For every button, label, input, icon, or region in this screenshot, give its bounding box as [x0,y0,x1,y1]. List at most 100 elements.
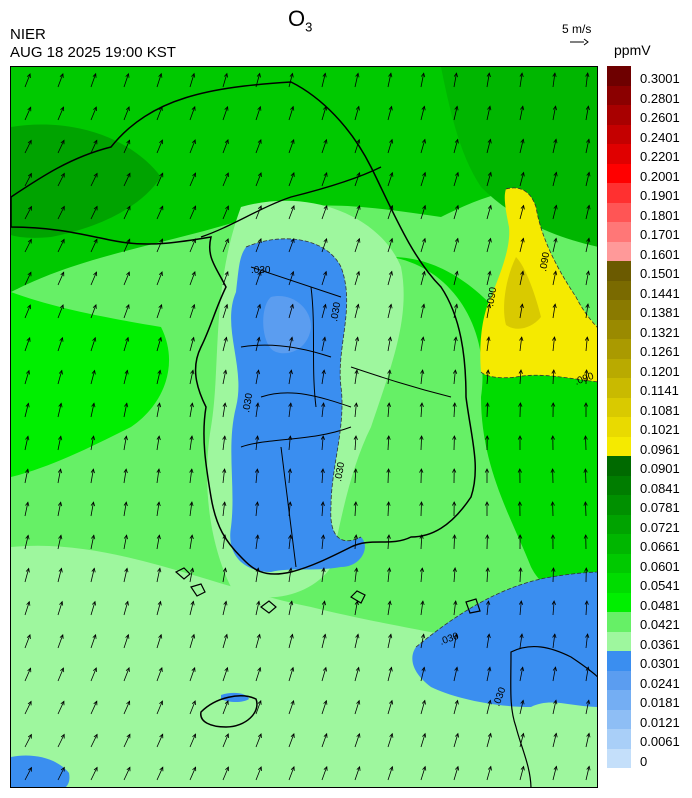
wind-arrow [222,205,229,220]
wind-arrow-head [487,138,492,144]
legend-swatch [607,66,631,86]
wind-arrow [288,370,292,385]
legend-label: 0.0841 [640,480,680,496]
wind-arrow [156,337,162,352]
wind-arrow [255,502,258,517]
wind-arrow [519,172,524,187]
wind-arrow-head [519,303,524,309]
wind-arrow-head [353,468,358,473]
east-sea-yellow-zone [480,188,597,382]
wind-arrow-head [90,435,96,441]
wind-arrow-head [485,435,490,440]
wind-arrow [189,271,196,286]
wind-arrow [354,435,357,451]
wind-arrow [123,337,129,352]
wind-arrow [156,73,162,88]
wind-arrow-head [157,336,162,342]
wind-arrow [519,766,524,781]
wind-arrow-head [553,237,558,243]
wind-arrow [156,634,162,649]
wind-arrow-head [552,303,557,309]
wind-arrow-head [322,72,327,78]
wind-arrow-head [26,634,31,639]
wind-arrow [222,700,229,715]
legend-label: 0.0721 [640,519,680,535]
wind-arrow [321,172,328,187]
wind-arrow [387,733,393,748]
wind-arrow-head [254,468,260,473]
wind-arrow [57,469,61,484]
wind-arrow [255,271,261,286]
wind-arrow [288,502,291,517]
wind-arrow-head [290,138,295,144]
wind-arrow-head [256,336,261,342]
legend-swatch [607,514,631,534]
wind-arrow [420,73,425,88]
wind-arrow-head [584,567,589,572]
west-sea-green [11,292,170,477]
wind-arrow-head [387,369,392,375]
wind-arrow-head [486,600,491,606]
wind-arrow-head [290,699,295,705]
wind-arrow [24,403,29,418]
wind-arrow-head [518,567,523,572]
wind-arrow [387,304,392,319]
wind-arrow [189,733,196,748]
legend-swatch [607,144,631,164]
wind-arrow [222,73,228,88]
legend-swatch [607,573,631,593]
wind-arrow-head [255,567,260,573]
wind-arrow-head [453,72,458,78]
wind-arrow-head [321,600,326,606]
wind-arrow [222,469,225,484]
wind-arrow-head [321,402,326,408]
wind-arrow-head [322,336,327,342]
wind-arrow-head [518,369,523,374]
wind-arrow-head [225,205,229,211]
wind-arrow-head [59,304,64,310]
wind-arrow [288,172,295,187]
wind-arrow-head [323,732,328,738]
wind-arrow-head [584,336,590,341]
wind-reference-label: 5 m/s [562,22,592,36]
wind-arrow [387,403,390,418]
wind-arrow [519,634,523,649]
wind-reference-arrow-icon [570,38,589,46]
wind-arrow-head [222,435,227,441]
wind-arrow [321,733,328,748]
wind-arrow-head [290,105,295,111]
wind-arrow-head [552,72,557,78]
wind-arrow-head [191,271,196,276]
province-borders [240,266,452,568]
wind-arrow-head [452,534,457,539]
wind-arrow-head [159,700,163,706]
wind-arrow [24,206,32,220]
wind-arrow [552,106,556,121]
wind-arrow [255,106,261,121]
contour-label-1: .090 [538,251,552,273]
wind-arrow-head [257,238,262,243]
wind-arrow [255,700,262,715]
wind-arrow-head [585,270,590,276]
wind-arrow-head [519,666,525,672]
wind-arrow-head [583,468,588,473]
wind-arrow-head [553,765,558,771]
wind-arrow-head [552,633,557,639]
wind-arrow-head [58,567,63,573]
wind-arrow [255,139,262,154]
wind-arrow [486,601,489,616]
wind-arrow-head [257,139,262,144]
title-main: O [288,6,306,31]
wind-arrow [288,73,293,88]
wind-arrow-head [553,171,558,177]
legend-unit: ppmV [614,42,651,58]
wind-arrow-head [486,303,491,309]
map-title: O3 [288,6,312,34]
wind-arrow [453,700,458,715]
wind-arrow-head [26,336,31,342]
wind-arrow [321,403,324,418]
legend-swatch [607,202,631,222]
wind-arrow [57,337,63,352]
wind-arrow [156,568,161,583]
wind-arrow [420,172,426,187]
